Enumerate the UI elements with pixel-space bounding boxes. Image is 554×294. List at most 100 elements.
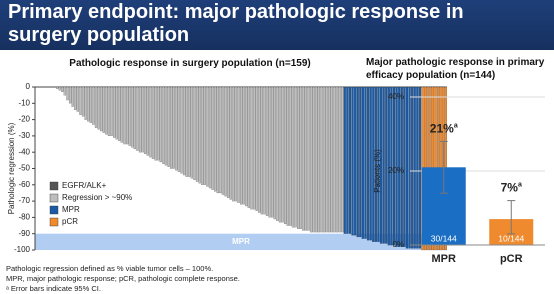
bar xyxy=(120,86,124,143)
bar xyxy=(159,86,162,163)
bar xyxy=(252,86,256,210)
bar xyxy=(237,86,240,203)
bar xyxy=(271,86,274,218)
y-tick-label: -20 xyxy=(18,115,30,124)
bar xyxy=(284,86,287,225)
bar xyxy=(94,86,98,128)
bar xyxy=(188,86,191,177)
bar xyxy=(227,86,230,198)
bar xyxy=(338,86,341,233)
bar xyxy=(195,86,199,182)
value-label-note: a xyxy=(518,181,522,188)
bar xyxy=(182,86,186,176)
bar xyxy=(167,86,170,167)
chart-title: Major pathologic response in primary eff… xyxy=(366,57,545,81)
bar xyxy=(317,86,321,233)
bar xyxy=(113,86,116,138)
bar xyxy=(286,86,289,226)
bar xyxy=(180,86,183,174)
bar xyxy=(144,86,147,154)
bar xyxy=(247,86,251,208)
bar xyxy=(304,86,308,231)
bar xyxy=(71,86,74,107)
bar xyxy=(201,86,204,185)
band-label: MPR xyxy=(232,237,250,246)
bar xyxy=(141,86,144,153)
bar xyxy=(377,86,380,242)
bar xyxy=(245,86,248,207)
bar xyxy=(56,86,59,89)
y-tick-label: -50 xyxy=(18,164,30,173)
bar xyxy=(335,86,339,233)
bar xyxy=(239,86,243,205)
bar xyxy=(87,86,90,122)
bar xyxy=(328,86,331,233)
bar xyxy=(229,86,232,200)
bar xyxy=(84,86,87,120)
chart-title: Pathologic response in surgery populatio… xyxy=(69,58,311,69)
legend-label: MPR xyxy=(62,205,80,214)
bar xyxy=(258,86,261,213)
bar xyxy=(398,86,401,247)
bar xyxy=(63,86,67,96)
bar xyxy=(330,86,333,233)
mpr-band xyxy=(35,233,447,250)
value-label-text: 21% xyxy=(430,122,454,136)
bar xyxy=(299,86,302,229)
bar xyxy=(131,86,134,148)
bar xyxy=(382,86,385,244)
bar xyxy=(348,86,352,234)
bar xyxy=(302,86,305,231)
bar xyxy=(315,86,318,233)
footnote: ᵃ Error bars indicate 95% CI. xyxy=(6,284,101,293)
bar xyxy=(260,86,263,215)
bar xyxy=(278,86,282,223)
bar xyxy=(364,86,367,239)
bar xyxy=(185,86,188,177)
bar xyxy=(403,86,406,247)
y-tick-label: 0 xyxy=(26,82,31,91)
bar xyxy=(115,86,118,140)
bar xyxy=(307,86,310,231)
bar xyxy=(385,86,388,244)
count-label: 30/144 xyxy=(431,233,457,243)
x-tick-label: pCR xyxy=(500,253,523,265)
bar xyxy=(74,86,77,110)
bar xyxy=(379,86,383,244)
bar xyxy=(265,86,269,216)
bar xyxy=(146,86,149,156)
legend-label: EGFR/ALK+ xyxy=(62,181,107,190)
bar xyxy=(177,86,181,172)
bar xyxy=(255,86,258,211)
bar xyxy=(359,86,362,238)
value-label: 21%a xyxy=(430,122,458,136)
bar xyxy=(387,86,390,246)
bar xyxy=(110,86,113,137)
y-axis-label: Patients (%) xyxy=(373,149,382,193)
bar xyxy=(369,86,372,241)
bar xyxy=(68,86,72,104)
y-tick-label: 0% xyxy=(392,240,404,249)
bar xyxy=(175,86,178,171)
bar xyxy=(92,86,95,125)
bar xyxy=(76,86,80,112)
bar xyxy=(79,86,82,115)
legend-swatch xyxy=(49,217,59,227)
y-tick-label: 20% xyxy=(388,166,404,175)
bar xyxy=(154,86,157,161)
bar xyxy=(273,86,276,220)
bar xyxy=(208,86,212,189)
bar xyxy=(105,86,108,135)
y-tick-label: -30 xyxy=(18,131,30,140)
bar xyxy=(133,86,137,150)
bar xyxy=(263,86,266,215)
bar xyxy=(128,86,131,146)
y-tick-label: -70 xyxy=(18,196,30,205)
bar xyxy=(289,86,292,226)
bar xyxy=(372,86,375,242)
bar xyxy=(164,86,168,166)
bar xyxy=(346,86,349,234)
bar xyxy=(81,86,85,117)
